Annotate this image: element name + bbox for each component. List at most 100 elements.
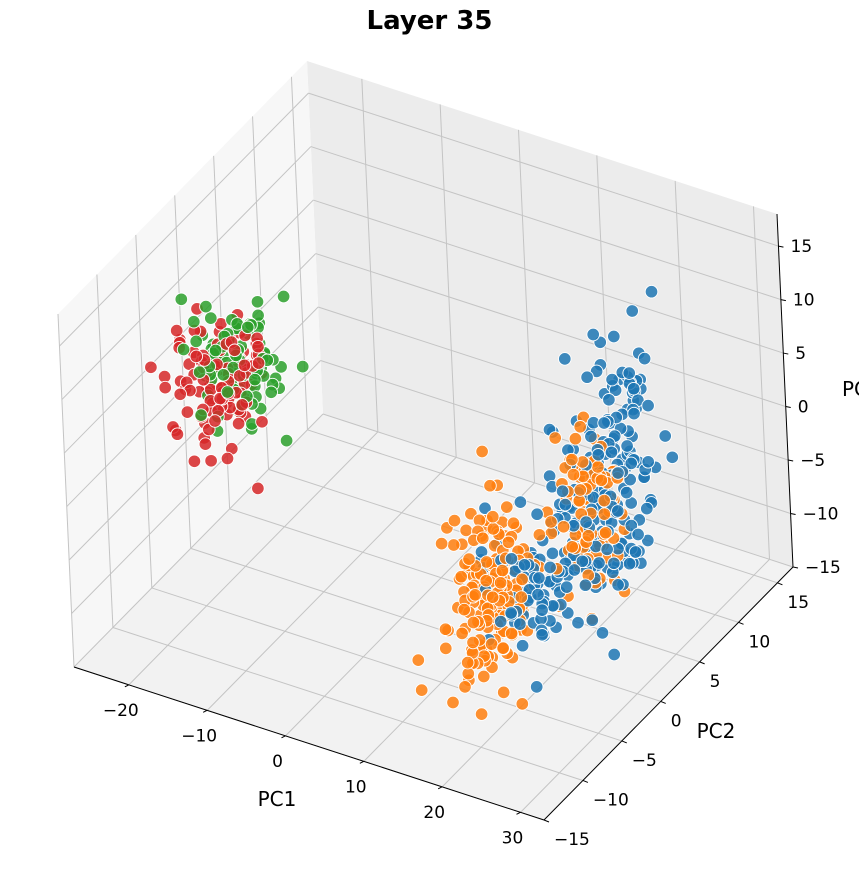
y-tick-mark — [582, 780, 589, 783]
data-point — [631, 527, 645, 542]
data-point — [198, 437, 213, 451]
data-point — [611, 466, 625, 480]
data-point — [581, 528, 596, 543]
data-point — [532, 571, 546, 585]
data-point — [251, 356, 266, 370]
gridline — [206, 456, 457, 711]
data-point — [559, 580, 574, 594]
chart-title: Layer 35 — [366, 6, 493, 36]
x-tick-mark — [124, 684, 130, 688]
data-point — [447, 513, 462, 528]
gridline — [73, 413, 324, 668]
data-point — [438, 622, 453, 636]
data-point — [586, 327, 600, 342]
data-point — [622, 366, 636, 380]
data-point — [535, 628, 549, 642]
data-point — [208, 414, 222, 428]
gridline — [313, 199, 784, 354]
data-point — [566, 467, 581, 482]
z-tick-label: −15 — [805, 558, 841, 578]
data-point — [493, 576, 508, 590]
data-point — [665, 450, 680, 465]
data-point — [644, 284, 659, 299]
data-point — [619, 485, 634, 500]
data-point — [627, 406, 641, 421]
data-point — [585, 613, 600, 627]
data-point — [597, 493, 611, 508]
data-point — [231, 416, 246, 431]
data-point — [517, 558, 532, 572]
data-point — [504, 626, 519, 641]
data-point — [597, 507, 612, 521]
data-point — [641, 398, 655, 413]
data-point — [531, 587, 545, 602]
axis-line — [776, 213, 794, 568]
data-point — [144, 360, 158, 375]
axis-line — [543, 566, 794, 821]
data-point — [251, 481, 265, 496]
data-point — [598, 526, 613, 540]
data-point — [457, 602, 471, 617]
y-tick-mark — [543, 819, 550, 823]
x-tick-mark — [437, 786, 443, 790]
y-tick-mark — [777, 582, 783, 586]
gridline — [317, 306, 789, 461]
data-points — [144, 284, 680, 721]
data-point — [611, 578, 625, 592]
z-tick-label: 15 — [791, 237, 813, 257]
gridline — [112, 626, 584, 781]
data-point — [477, 669, 491, 684]
data-point — [199, 299, 213, 314]
data-point — [204, 311, 218, 325]
z-tick-label: 0 — [798, 398, 809, 418]
data-point — [530, 507, 544, 521]
data-point — [241, 320, 255, 335]
data-point — [591, 460, 605, 474]
data-point — [476, 531, 490, 545]
x-tick-label: 30 — [502, 828, 524, 848]
data-point — [475, 444, 489, 459]
data-point — [580, 370, 594, 384]
data-point — [641, 455, 655, 469]
data-point — [174, 292, 189, 307]
data-point — [479, 573, 493, 588]
gridline — [68, 306, 319, 561]
data-point — [515, 638, 530, 653]
gridline — [308, 92, 779, 247]
data-point — [628, 545, 643, 559]
axis-panes — [58, 61, 793, 820]
gridline — [135, 234, 153, 588]
z-tick-label: 10 — [793, 291, 815, 311]
data-point — [220, 385, 235, 399]
axis-line — [73, 666, 545, 821]
data-point — [575, 554, 590, 569]
data-point — [607, 647, 621, 662]
data-point — [513, 617, 527, 631]
data-point — [607, 556, 621, 571]
gridline — [315, 253, 786, 408]
data-point — [501, 535, 516, 550]
data-point — [189, 334, 203, 349]
data-point — [248, 372, 262, 387]
y-tick-label: 15 — [787, 593, 809, 613]
data-point — [458, 680, 472, 694]
data-point — [600, 542, 614, 557]
data-point — [529, 680, 544, 694]
data-point — [176, 342, 191, 357]
data-point — [545, 546, 560, 561]
data-point — [466, 635, 480, 650]
axis-lines — [73, 213, 799, 823]
data-point — [276, 289, 291, 304]
x-tick-mark — [516, 811, 521, 815]
y-tick-mark — [621, 740, 627, 744]
data-point — [216, 368, 231, 382]
data-point — [170, 427, 185, 441]
data-point — [548, 431, 562, 445]
data-point — [180, 405, 195, 419]
data-point — [279, 433, 294, 448]
data-point — [555, 484, 570, 498]
data-point — [486, 509, 500, 524]
data-point — [485, 590, 500, 604]
back-pane — [307, 61, 793, 567]
